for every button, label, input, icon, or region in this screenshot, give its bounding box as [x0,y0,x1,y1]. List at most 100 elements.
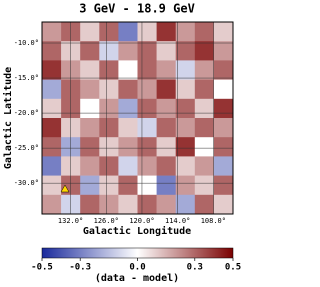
heatmap-cell [137,79,157,100]
heatmap-cell [80,98,100,119]
heatmap-cell [213,118,234,138]
heatmap-cell [175,22,196,42]
colorbar-label: (data - model) [95,273,179,284]
heatmap-cell [156,118,176,138]
heatmap-cell [213,22,234,42]
heatmap-cell [213,137,234,157]
heatmap-cell [194,98,215,119]
heatmap-cell [156,22,176,42]
heatmap-cell [99,137,119,157]
heatmap-cell [99,41,119,61]
heatmap-cell [156,175,176,196]
x-tick-label: 108.0° [201,217,226,225]
heatmap-cell [118,175,138,196]
heatmap-cell [80,22,100,42]
heatmap-cell [137,22,157,42]
heatmap-cell [118,41,138,61]
heatmap-cell [99,22,119,42]
source-marker [60,184,70,193]
heatmap-cell [137,194,157,215]
heatmap-cell [99,194,119,215]
colorbar [41,247,234,259]
heatmap-cell [118,118,138,138]
heatmap-cell [99,156,119,176]
heatmap-cell [156,98,176,119]
heatmap-cell [80,41,100,61]
heatmap-cell [194,118,215,138]
heatmap-cell [175,156,196,176]
map [42,22,234,215]
x-tick-label: 114.0° [165,217,190,225]
heatmap-cell [118,194,138,215]
y-axis-label: Galactic Latitude [2,67,14,169]
heatmap-cell [80,137,100,157]
x-tick-label: 132.0° [58,217,83,225]
heatmap-cell [213,194,234,215]
heatmap-cell [194,79,215,100]
heatmap-cell [213,41,234,61]
heatmap-cell [80,79,100,100]
chart: 3 GeV - 18.9 GeV Galactic Longitude Gala… [2,2,241,285]
heatmap-cell [42,118,62,138]
heatmap-cell [175,175,196,196]
colorbar-tick-label: 0.0 [129,263,145,273]
chart-title: 3 GeV - 18.9 GeV [79,2,195,16]
colorbar-tick-label: -0.3 [69,263,91,273]
heatmap-cell [42,60,62,80]
heatmap-cell [213,175,234,196]
heatmap-cell [213,60,234,80]
heatmap-cell [213,156,234,176]
heatmap-cell [194,60,215,80]
heatmap-cell [99,118,119,138]
heatmap-cell [42,194,62,215]
heatmap-cell [42,137,62,157]
heatmap-cell [175,60,196,80]
heatmap-cell [156,156,176,176]
heatmap-cell [42,41,62,61]
heatmap-cell [194,137,215,157]
heatmap-cell [118,60,138,80]
heatmap-cell [99,98,119,119]
heatmap-cell [156,194,176,215]
heatmap-cell [118,22,138,42]
heatmap-cell [137,175,157,196]
colorbar-tick-label: 0.5 [225,263,241,273]
colorbar-tick-label: -0.5 [31,263,53,273]
heatmap-cell [137,41,157,61]
y-tick-label: -25.0° [14,144,39,152]
x-tick-label: 120.0° [129,217,154,225]
x-tick-label: 126.0° [94,217,119,225]
heatmap-cell [156,41,176,61]
heatmap-cell [99,175,119,196]
y-tick-label: -10.0° [14,39,39,47]
heatmap-cell [194,156,215,176]
heatmap-cell [80,60,100,80]
heatmap-cell [156,137,176,157]
heatmap-cell [42,156,62,176]
heatmap-cell [118,98,138,119]
heatmap-cell [99,79,119,100]
heatmap-cell [194,175,215,196]
plot-frame [41,21,234,215]
heatmap-cell [137,137,157,157]
heatmap-cell [137,60,157,80]
heatmap-cell [194,194,215,215]
heatmap-cell [118,79,138,100]
y-tick-label: -15.0° [14,74,39,82]
heatmap-cell [175,79,196,100]
heatmap-cell [194,41,215,61]
heatmap-cell [118,156,138,176]
heatmap-cell [80,194,100,215]
heatmap-cell [175,98,196,119]
heatmap-cell [42,98,62,119]
heatmap-cell [118,137,138,157]
heatmap-cell [175,137,196,157]
heatmap-cell [137,118,157,138]
heatmap-cell [213,79,234,100]
heatmap-cell [175,118,196,138]
heatmap-cell [175,41,196,61]
heatmap-cell [194,22,215,42]
heatmap-cell [80,156,100,176]
x-axis-label: Galactic Longitude [83,225,191,237]
